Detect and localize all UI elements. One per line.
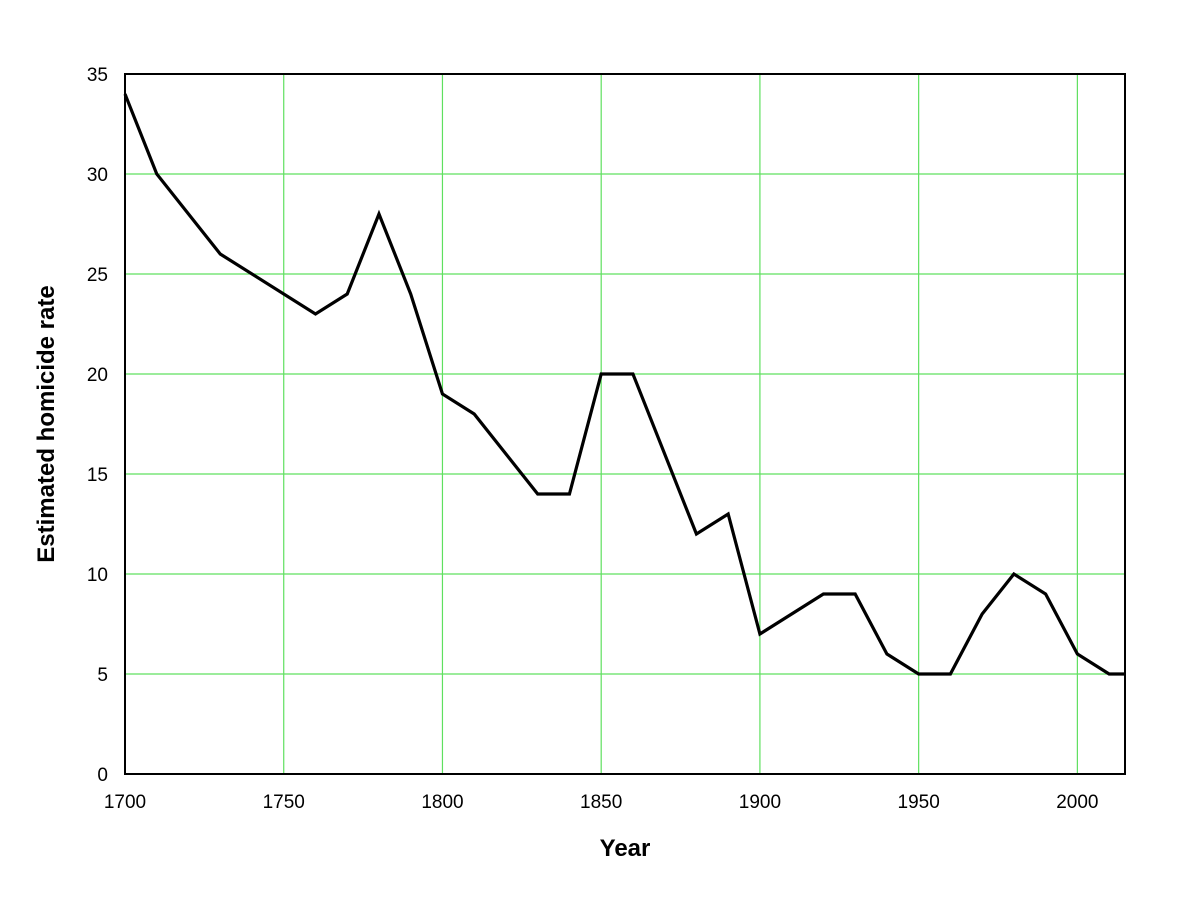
grid bbox=[125, 74, 1125, 774]
x-tick-label: 2000 bbox=[1056, 792, 1098, 813]
plot-frame bbox=[124, 73, 1126, 775]
series-layer bbox=[123, 93, 1125, 676]
x-tick-label: 1750 bbox=[263, 792, 305, 813]
x-axis-title: Year bbox=[600, 835, 651, 862]
y-tick-label: 25 bbox=[87, 265, 108, 286]
x-tick-label: 1800 bbox=[421, 792, 463, 813]
y-tick-label: 35 bbox=[87, 65, 108, 86]
x-tick-label: 1900 bbox=[739, 792, 781, 813]
y-tick-label: 20 bbox=[87, 365, 108, 386]
x-tick-label: 1950 bbox=[898, 792, 940, 813]
y-tick-label: 15 bbox=[87, 465, 108, 486]
series-line bbox=[123, 93, 1125, 676]
x-tick-label: 1700 bbox=[104, 792, 146, 813]
y-axis-title: Estimated homicide rate bbox=[33, 285, 60, 562]
y-tick-label: 30 bbox=[87, 165, 108, 186]
y-axis-ticks: 0 5 10 15 20 25 30 35 bbox=[87, 65, 108, 786]
y-tick-label: 5 bbox=[97, 665, 108, 686]
x-tick-label: 1850 bbox=[580, 792, 622, 813]
y-tick-label: 10 bbox=[87, 565, 108, 586]
y-tick-label: 0 bbox=[97, 765, 108, 786]
x-axis-ticks: 1700 1750 1800 1850 1900 1950 2000 bbox=[104, 792, 1099, 813]
